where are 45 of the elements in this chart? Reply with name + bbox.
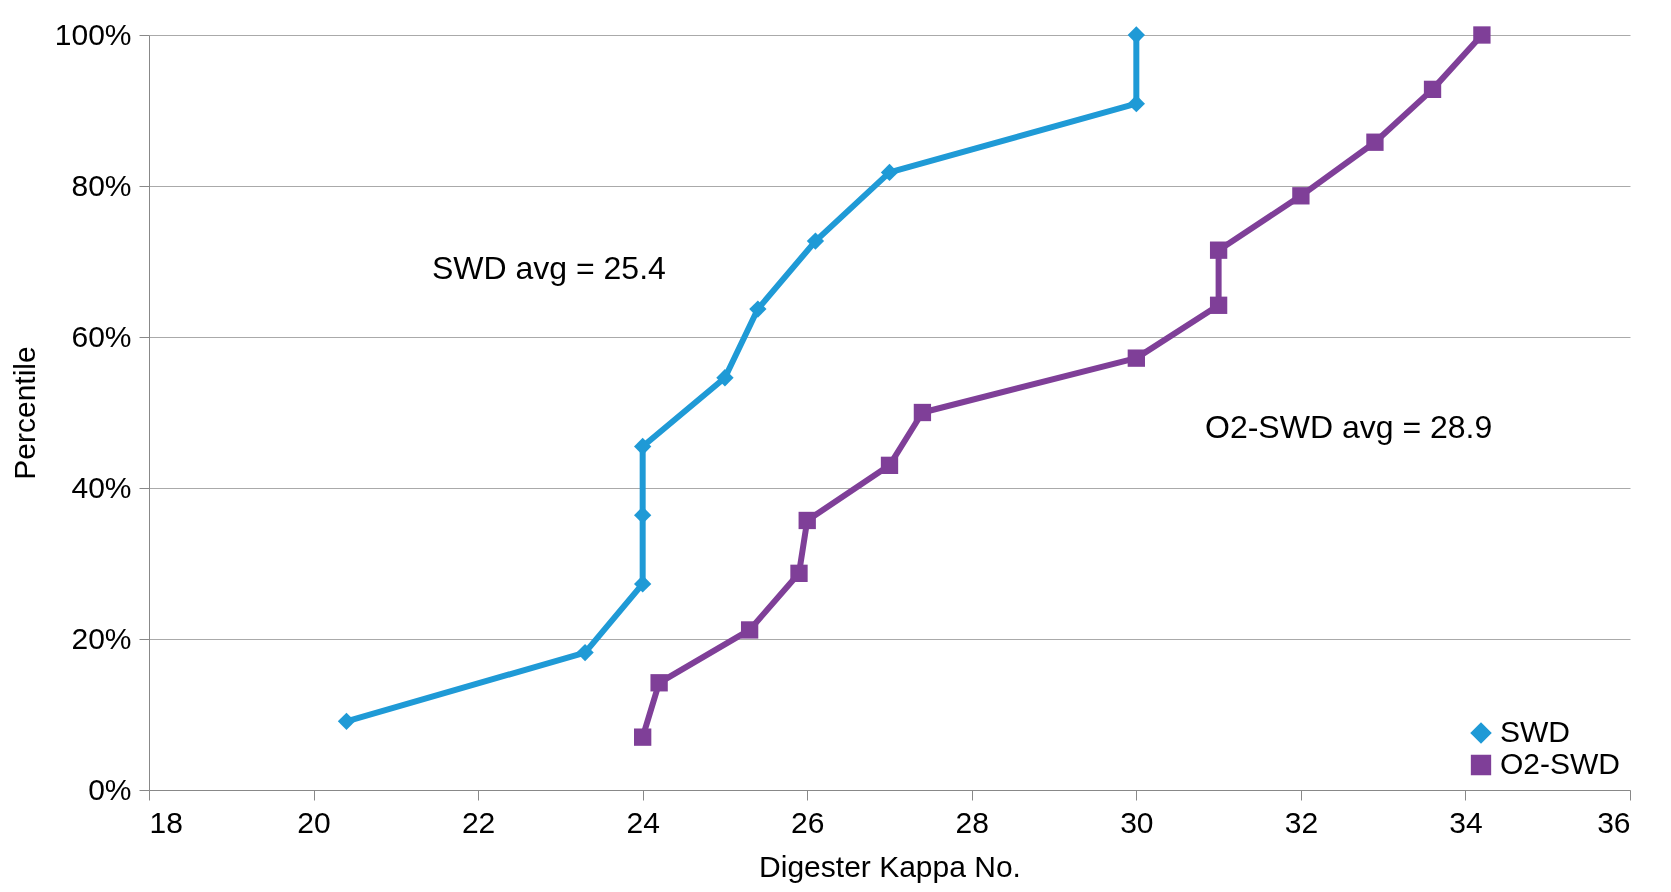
point	[337, 712, 356, 730]
point	[1292, 187, 1310, 205]
y-tick-label: 100%	[54, 17, 132, 51]
y-tick-label: 80%	[71, 168, 132, 202]
annotation: O2-SWD avg = 28.9	[1204, 408, 1493, 445]
point	[806, 232, 825, 250]
point	[740, 621, 759, 639]
y-tick-label: 20%	[71, 621, 132, 655]
point	[798, 511, 816, 530]
point	[1127, 349, 1145, 367]
x-axis-title: Digester Kappa No.	[759, 849, 1021, 883]
y-axis-title: Percentile	[7, 346, 41, 480]
y-tick-label: 60%	[71, 319, 132, 353]
point	[1127, 26, 1145, 44]
point	[1473, 26, 1491, 44]
x-tick-label: 22	[461, 805, 496, 839]
point	[913, 403, 932, 422]
x-tick-label: 28	[955, 805, 989, 839]
x-tick-label: 24	[626, 805, 660, 839]
x-tick-label: 26	[791, 805, 825, 839]
point	[1423, 80, 1442, 99]
point	[1209, 296, 1228, 314]
point	[790, 564, 808, 582]
point	[880, 163, 899, 182]
legend-label: SWD	[1500, 715, 1570, 748]
point	[716, 369, 734, 387]
point	[650, 674, 668, 692]
point	[1209, 241, 1228, 259]
annotation: SWD avg = 25.4	[431, 250, 666, 287]
y-tick-label: 0%	[88, 772, 132, 806]
point	[1366, 133, 1384, 151]
point	[880, 456, 899, 475]
point	[634, 728, 652, 746]
point	[1127, 95, 1145, 113]
x-tick-label: 20	[297, 805, 331, 839]
x-tick-label: 34	[1449, 805, 1483, 839]
point	[749, 300, 767, 318]
point	[576, 643, 594, 662]
y-tick-label: 40%	[71, 470, 132, 504]
x-tick-label: 30	[1120, 805, 1154, 839]
x-tick-label: 32	[1284, 805, 1319, 839]
x-tick-label: 18	[149, 805, 183, 839]
point	[634, 575, 652, 593]
legend-label: O2-SWD	[1500, 747, 1620, 780]
x-tick-label: 36	[1597, 805, 1631, 839]
